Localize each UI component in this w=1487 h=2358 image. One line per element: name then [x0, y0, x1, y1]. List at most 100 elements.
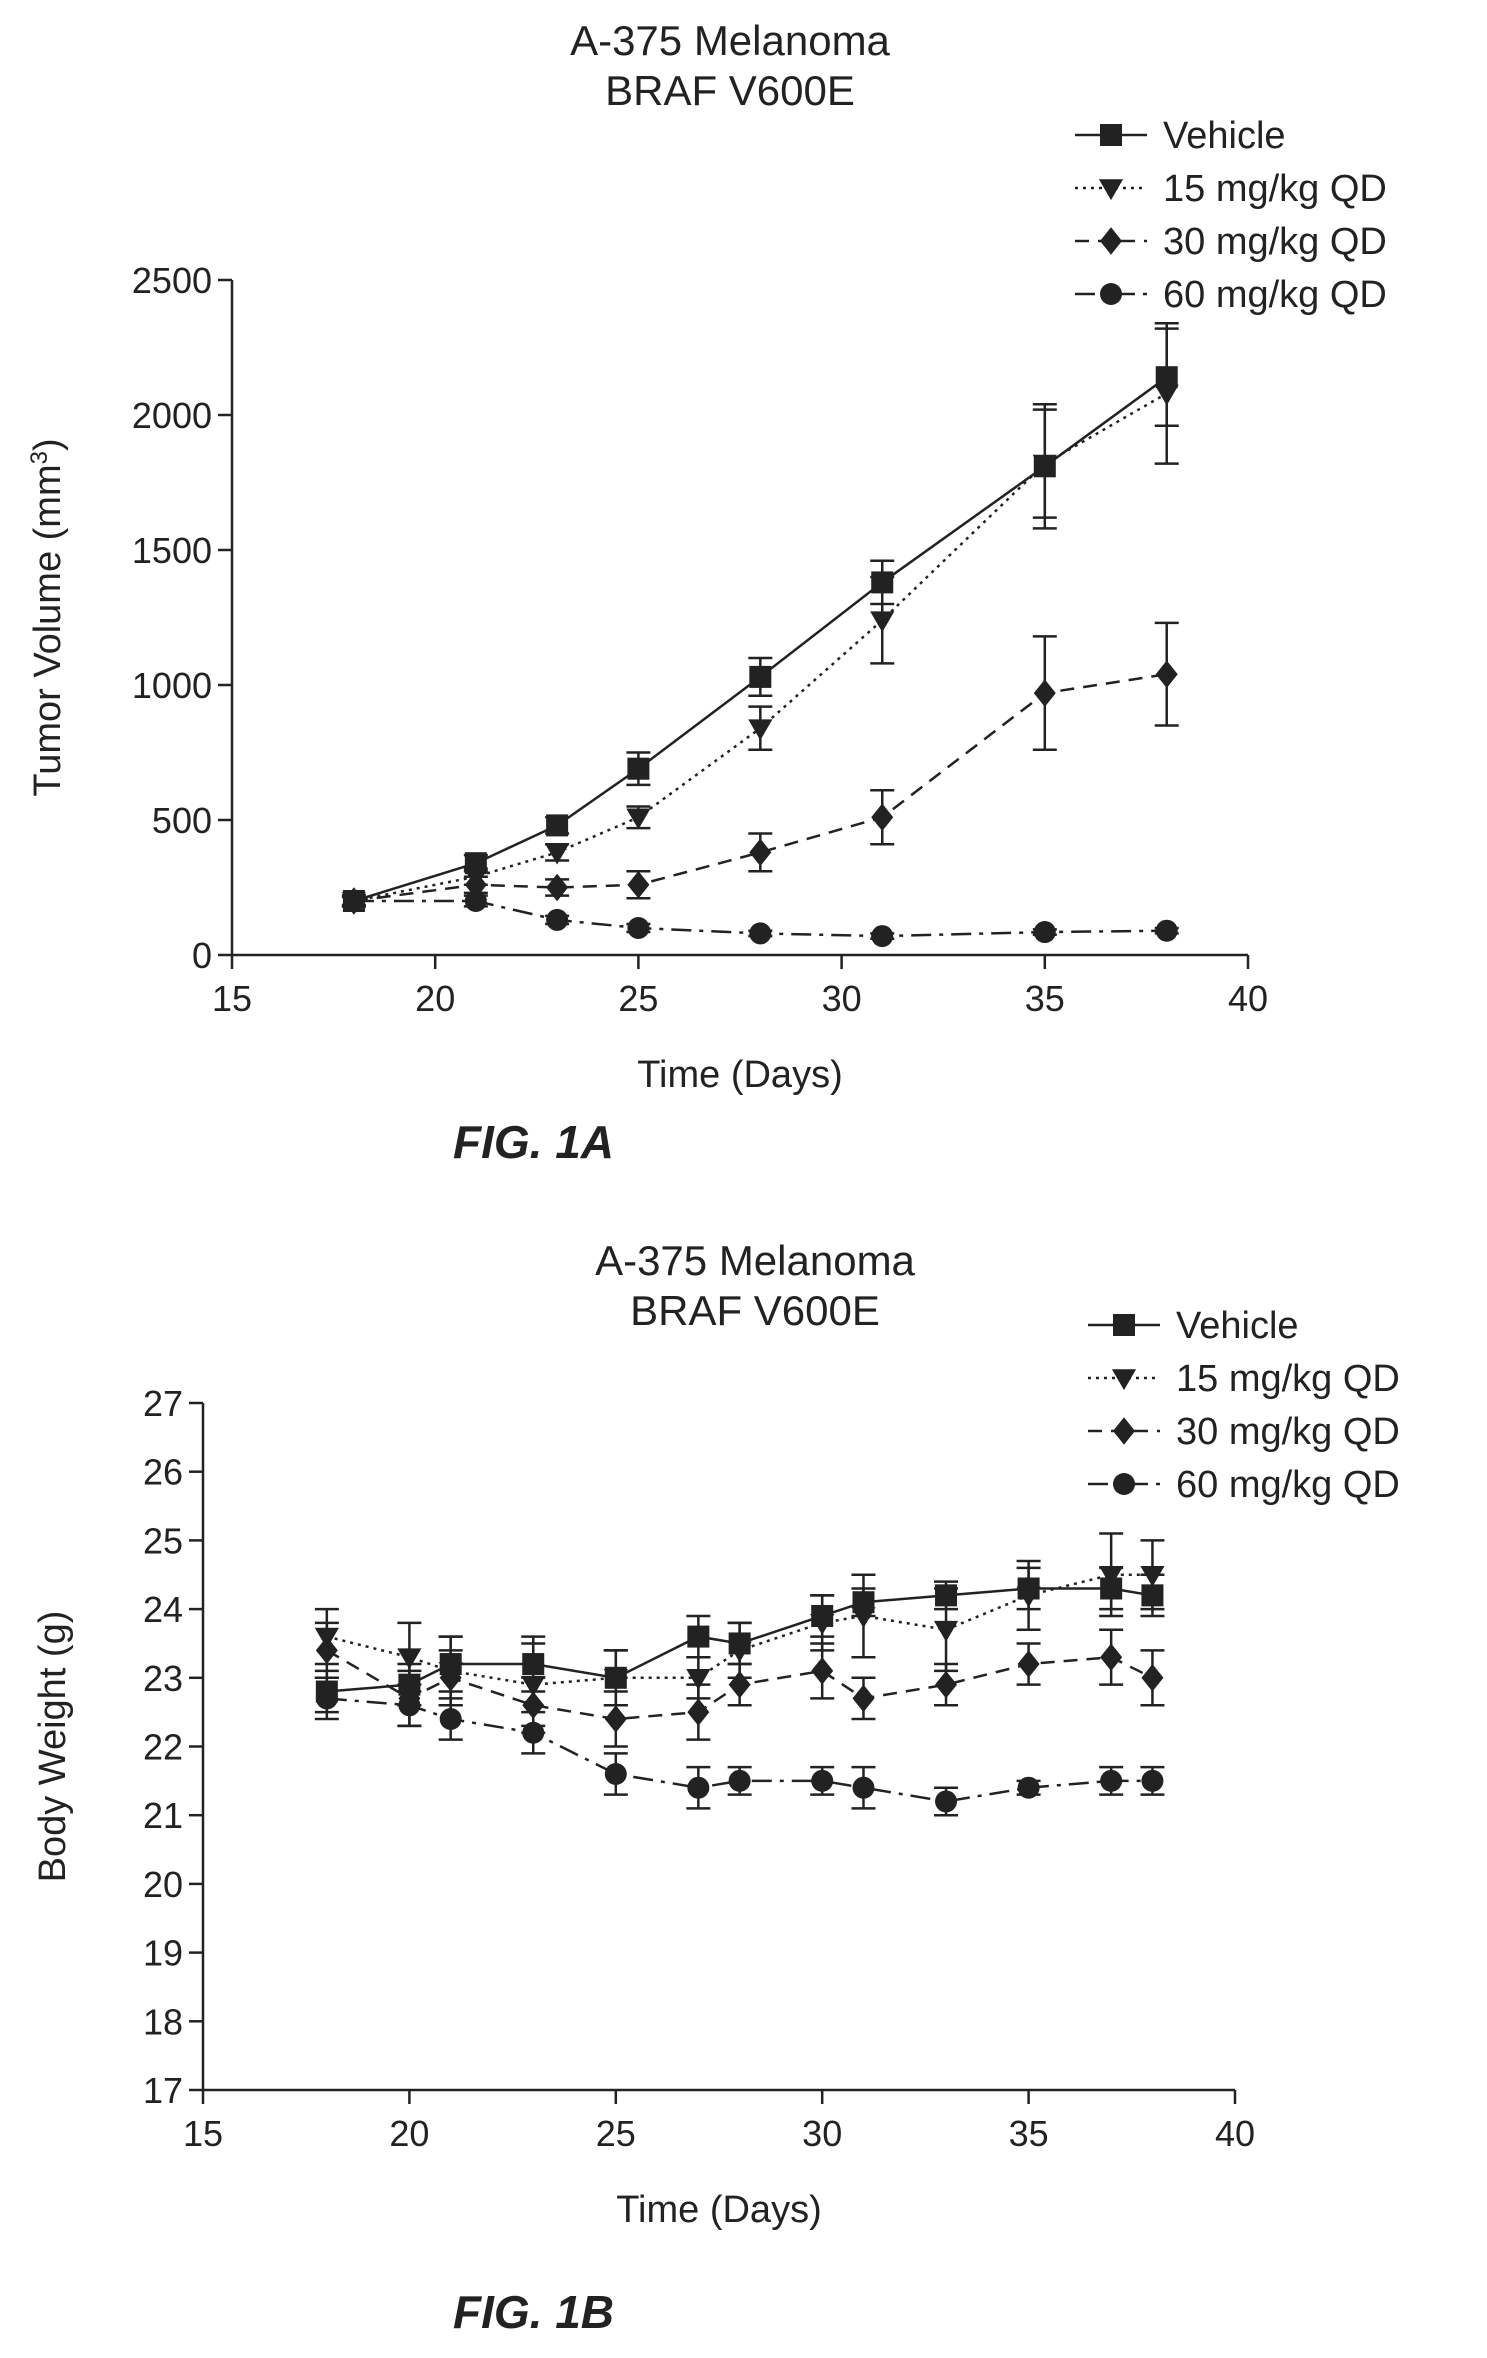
x-tick-label: 35: [1025, 978, 1065, 1019]
data-point: [397, 1648, 422, 1670]
data-point: [398, 1694, 421, 1717]
data-point: [851, 1607, 876, 1629]
data-point: [627, 917, 650, 939]
y-tick-label: 23: [143, 1658, 183, 1699]
y-tick-label: 500: [152, 800, 212, 841]
x-tick-label: 30: [802, 2113, 842, 2154]
data-point: [1033, 679, 1056, 707]
data-point: [728, 1769, 751, 1792]
series-line: [353, 376, 1168, 903]
data-point: [545, 843, 570, 865]
y-tick-label: 20: [143, 1864, 183, 1905]
x-tick-label: 40: [1228, 978, 1268, 1019]
figure-1b: A-375 Melanoma BRAF V600E 15 20 25 30 35 40 17 18…: [0, 1190, 1487, 2358]
y-tick-label: 18: [143, 2001, 183, 2042]
y-tick-label: 17: [143, 2070, 183, 2111]
data-point: [1155, 919, 1178, 942]
x-axis-label: Time (Days): [637, 1054, 842, 1096]
y-tick-label: 26: [143, 1452, 183, 1493]
series-line: [353, 672, 1167, 903]
x-tick-label: 15: [183, 2113, 223, 2154]
legend-marker: [1111, 1369, 1137, 1391]
y-tick-label: 2500: [132, 260, 212, 301]
data-point: [871, 925, 894, 948]
x-tick-label: 30: [822, 978, 862, 1019]
y-axis-label: Body Weight (g): [32, 1611, 74, 1883]
series-0: [341, 327, 1179, 912]
chart-title: A-375 Melanoma: [570, 17, 890, 64]
data-point: [749, 665, 772, 688]
x-tick-label: 20: [389, 2113, 429, 2154]
figure-1a: A-375 Melanoma BRAF V600E 15 20 25 30 35 40 0 500…: [26, 17, 1387, 1096]
data-point: [546, 908, 569, 931]
y-tick-label: 0: [192, 935, 212, 976]
data-point: [686, 1669, 711, 1690]
data-point: [1155, 660, 1178, 688]
x-tick-label: 25: [596, 2113, 636, 2154]
x-tick-label: 15: [212, 978, 252, 1019]
data-point: [1100, 1769, 1123, 1792]
x-axis-label: Time (Days): [616, 2189, 821, 2231]
data-point: [1100, 1643, 1123, 1671]
data-point: [1141, 1664, 1164, 1692]
legend-marker: [1113, 1314, 1135, 1336]
legend-label: 30 mg/kg QD: [1176, 1411, 1400, 1453]
data-point: [727, 1641, 752, 1663]
data-point: [687, 1776, 710, 1799]
series-2: [341, 621, 1179, 915]
figure-1b-caption: FIG. 1B: [452, 2286, 615, 2338]
data-point: [522, 1721, 545, 1744]
y-tick-label: 27: [143, 1383, 183, 1424]
figure-1a-caption: FIG. 1A: [452, 1116, 615, 1168]
legend-label: 15 mg/kg QD: [1176, 1358, 1400, 1400]
data-point: [1140, 1565, 1165, 1587]
y-tick-label: 1500: [132, 530, 212, 571]
data-point: [687, 1625, 710, 1648]
data-point: [748, 719, 773, 741]
legend-label: Vehicle: [1176, 1305, 1299, 1347]
data-point: [871, 803, 894, 832]
data-point: [439, 1664, 462, 1692]
data-point: [1141, 1769, 1164, 1792]
data-point: [464, 890, 487, 912]
data-point: [935, 1790, 958, 1813]
chart-subtitle: BRAF V600E: [630, 1287, 880, 1334]
legend-marker: [1100, 227, 1122, 255]
legend-marker: [1100, 124, 1122, 146]
series-line: [353, 899, 1167, 938]
data-point: [749, 838, 772, 867]
y-tick-label: 22: [143, 1727, 183, 1768]
legend-label: 60 mg/kg QD: [1163, 274, 1387, 316]
data-point: [852, 1684, 875, 1713]
data-point: [728, 1670, 751, 1699]
data-point: [933, 1620, 959, 1642]
data-point: [342, 890, 365, 912]
data-point: [546, 873, 569, 902]
legend-label: 15 mg/kg QD: [1163, 168, 1387, 210]
data-point: [810, 1614, 835, 1635]
data-point: [1032, 454, 1057, 476]
x-tick-label: 35: [1009, 2113, 1049, 2154]
legend-label: 30 mg/kg QD: [1163, 221, 1387, 263]
y-tick-label: 1000: [132, 665, 212, 706]
series-3: [341, 890, 1179, 948]
y-tick-label: 24: [143, 1589, 183, 1630]
legend-marker: [1100, 283, 1122, 305]
series-3: [314, 1676, 1165, 1817]
data-point: [315, 1687, 338, 1710]
data-point: [749, 922, 772, 945]
y-tick-label: 21: [143, 1795, 183, 1836]
data-point: [604, 1705, 627, 1733]
data-point: [870, 611, 895, 633]
legend-marker: [1098, 179, 1124, 201]
data-point: [1099, 1565, 1124, 1587]
series-1: [341, 321, 1179, 914]
data-point: [811, 1769, 834, 1792]
legend-label: Vehicle: [1163, 115, 1286, 157]
y-tick-label: 25: [143, 1520, 183, 1561]
data-point: [811, 1657, 834, 1685]
data-point: [626, 808, 651, 830]
data-point: [603, 1669, 628, 1690]
x-tick-label: 25: [618, 978, 658, 1019]
